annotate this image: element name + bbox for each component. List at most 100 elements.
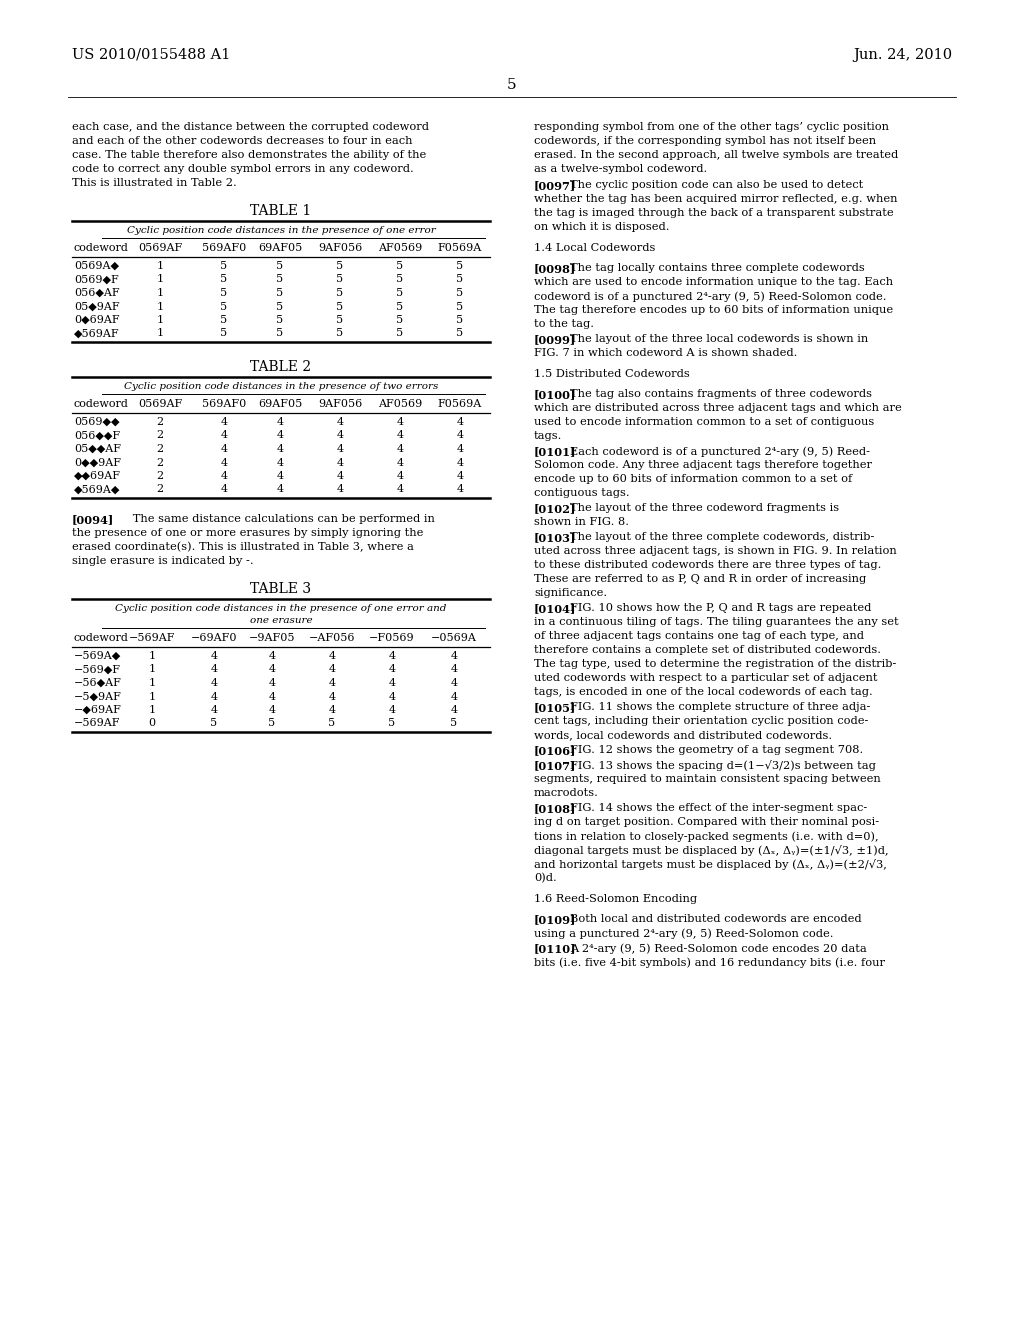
Text: [0104]: [0104] [534, 603, 577, 614]
Text: 569AF0: 569AF0 [202, 243, 246, 253]
Text: 2: 2 [157, 444, 164, 454]
Text: codeword: codeword [74, 634, 129, 643]
Text: −69AF0: −69AF0 [190, 634, 238, 643]
Text: 4: 4 [329, 705, 336, 715]
Text: 05◆◆AF: 05◆◆AF [74, 444, 121, 454]
Text: 4: 4 [211, 678, 217, 688]
Text: 9AF056: 9AF056 [317, 399, 362, 409]
Text: Cyclic position code distances in the presence of one error and: Cyclic position code distances in the pr… [116, 605, 446, 612]
Text: 5: 5 [457, 329, 464, 338]
Text: 2: 2 [157, 430, 164, 441]
Text: −9AF05: −9AF05 [249, 634, 295, 643]
Text: 2: 2 [157, 471, 164, 480]
Text: These are referred to as P, Q and R in order of increasing: These are referred to as P, Q and R in o… [534, 574, 866, 583]
Text: 4: 4 [268, 678, 275, 688]
Text: 4: 4 [396, 444, 403, 454]
Text: [0105]: [0105] [534, 702, 577, 713]
Text: codewords, if the corresponding symbol has not itself been: codewords, if the corresponding symbol h… [534, 136, 877, 147]
Text: TABLE 2: TABLE 2 [251, 360, 311, 374]
Text: responding symbol from one of the other tags’ cyclic position: responding symbol from one of the other … [534, 121, 889, 132]
Text: and horizontal targets must be displaced by (Δₓ, Δᵧ)=(±2/√3,: and horizontal targets must be displaced… [534, 859, 887, 870]
Text: uted across three adjacent tags, is shown in FIG. 9. In relation: uted across three adjacent tags, is show… [534, 546, 897, 556]
Text: 0: 0 [148, 718, 156, 729]
Text: 1: 1 [157, 301, 164, 312]
Text: −569AF: −569AF [129, 634, 175, 643]
Text: to these distributed codewords there are three types of tag.: to these distributed codewords there are… [534, 560, 882, 570]
Text: This is illustrated in Table 2.: This is illustrated in Table 2. [72, 178, 237, 187]
Text: F0569A: F0569A [438, 399, 482, 409]
Text: 05◆9AF: 05◆9AF [74, 301, 120, 312]
Text: [0098]: [0098] [534, 263, 577, 275]
Text: Both local and distributed codewords are encoded: Both local and distributed codewords are… [570, 913, 861, 924]
Text: 9AF056: 9AF056 [317, 243, 362, 253]
Text: 5: 5 [337, 288, 344, 298]
Text: 0569◆F: 0569◆F [74, 275, 119, 285]
Text: 4: 4 [276, 430, 284, 441]
Text: uted codewords with respect to a particular set of adjacent: uted codewords with respect to a particu… [534, 673, 878, 682]
Text: 5: 5 [457, 315, 464, 325]
Text: 5: 5 [220, 301, 227, 312]
Text: to the tag.: to the tag. [534, 319, 594, 329]
Text: 5: 5 [396, 288, 403, 298]
Text: which are distributed across three adjacent tags and which are: which are distributed across three adjac… [534, 403, 902, 413]
Text: FIG. 11 shows the complete structure of three adja-: FIG. 11 shows the complete structure of … [570, 702, 870, 711]
Text: A 2⁴-ary (9, 5) Reed-Solomon code encodes 20 data: A 2⁴-ary (9, 5) Reed-Solomon code encode… [570, 942, 866, 953]
Text: [0101]: [0101] [534, 446, 577, 457]
Text: F0569A: F0569A [438, 243, 482, 253]
Text: whether the tag has been acquired mirror reflected, e.g. when: whether the tag has been acquired mirror… [534, 194, 897, 205]
Text: 4: 4 [329, 678, 336, 688]
Text: 4: 4 [220, 458, 227, 467]
Text: 5: 5 [507, 78, 517, 92]
Text: 056◆◆F: 056◆◆F [74, 430, 120, 441]
Text: FIG. 7 in which codeword A is shown shaded.: FIG. 7 in which codeword A is shown shad… [534, 348, 798, 358]
Text: code to correct any double symbol errors in any codeword.: code to correct any double symbol errors… [72, 164, 414, 174]
Text: 4: 4 [211, 651, 217, 661]
Text: 4: 4 [268, 705, 275, 715]
Text: [0097]: [0097] [534, 180, 577, 191]
Text: ◆569A◆: ◆569A◆ [74, 484, 121, 495]
Text: The tag locally contains three complete codewords: The tag locally contains three complete … [570, 263, 864, 273]
Text: of three adjacent tags contains one tag of each type, and: of three adjacent tags contains one tag … [534, 631, 864, 642]
Text: codeword: codeword [74, 243, 129, 253]
Text: 5: 5 [276, 261, 284, 271]
Text: 5: 5 [337, 329, 344, 338]
Text: TABLE 1: TABLE 1 [251, 205, 311, 218]
Text: 4: 4 [457, 471, 464, 480]
Text: −F0569: −F0569 [370, 634, 415, 643]
Text: 0◆69AF: 0◆69AF [74, 315, 120, 325]
Text: ◆569AF: ◆569AF [74, 329, 120, 338]
Text: The layout of the three complete codewords, distrib-: The layout of the three complete codewor… [570, 532, 874, 543]
Text: [0102]: [0102] [534, 503, 577, 513]
Text: 4: 4 [220, 444, 227, 454]
Text: 4: 4 [329, 651, 336, 661]
Text: 4: 4 [396, 417, 403, 426]
Text: ing d on target position. Compared with their nominal posi-: ing d on target position. Compared with … [534, 817, 880, 828]
Text: 5: 5 [220, 275, 227, 285]
Text: 4: 4 [329, 692, 336, 701]
Text: 5: 5 [276, 301, 284, 312]
Text: Cyclic position code distances in the presence of one error: Cyclic position code distances in the pr… [127, 226, 435, 235]
Text: TABLE 3: TABLE 3 [251, 582, 311, 597]
Text: 4: 4 [451, 678, 458, 688]
Text: −5◆9AF: −5◆9AF [74, 692, 122, 701]
Text: The tag also contains fragments of three codewords: The tag also contains fragments of three… [570, 389, 872, 399]
Text: one erasure: one erasure [250, 616, 312, 624]
Text: 1: 1 [148, 692, 156, 701]
Text: each case, and the distance between the corrupted codeword: each case, and the distance between the … [72, 121, 429, 132]
Text: FIG. 12 shows the geometry of a tag segment 708.: FIG. 12 shows the geometry of a tag segm… [570, 744, 863, 755]
Text: FIG. 14 shows the effect of the inter-segment spac-: FIG. 14 shows the effect of the inter-se… [570, 803, 867, 813]
Text: −◆69AF: −◆69AF [74, 705, 122, 715]
Text: 4: 4 [211, 664, 217, 675]
Text: 4: 4 [268, 664, 275, 675]
Text: tions in relation to closely-packed segments (i.e. with d=0),: tions in relation to closely-packed segm… [534, 832, 879, 842]
Text: macrodots.: macrodots. [534, 788, 599, 799]
Text: 5: 5 [457, 261, 464, 271]
Text: 0569AF: 0569AF [138, 243, 182, 253]
Text: −569◆F: −569◆F [74, 664, 121, 675]
Text: 0569AF: 0569AF [138, 399, 182, 409]
Text: and each of the other codewords decreases to four in each: and each of the other codewords decrease… [72, 136, 413, 147]
Text: FIG. 13 shows the spacing d=(1−√3/2)s between tag: FIG. 13 shows the spacing d=(1−√3/2)s be… [570, 760, 876, 771]
Text: 5: 5 [276, 275, 284, 285]
Text: 69AF05: 69AF05 [258, 399, 302, 409]
Text: Cyclic position code distances in the presence of two errors: Cyclic position code distances in the pr… [124, 381, 438, 391]
